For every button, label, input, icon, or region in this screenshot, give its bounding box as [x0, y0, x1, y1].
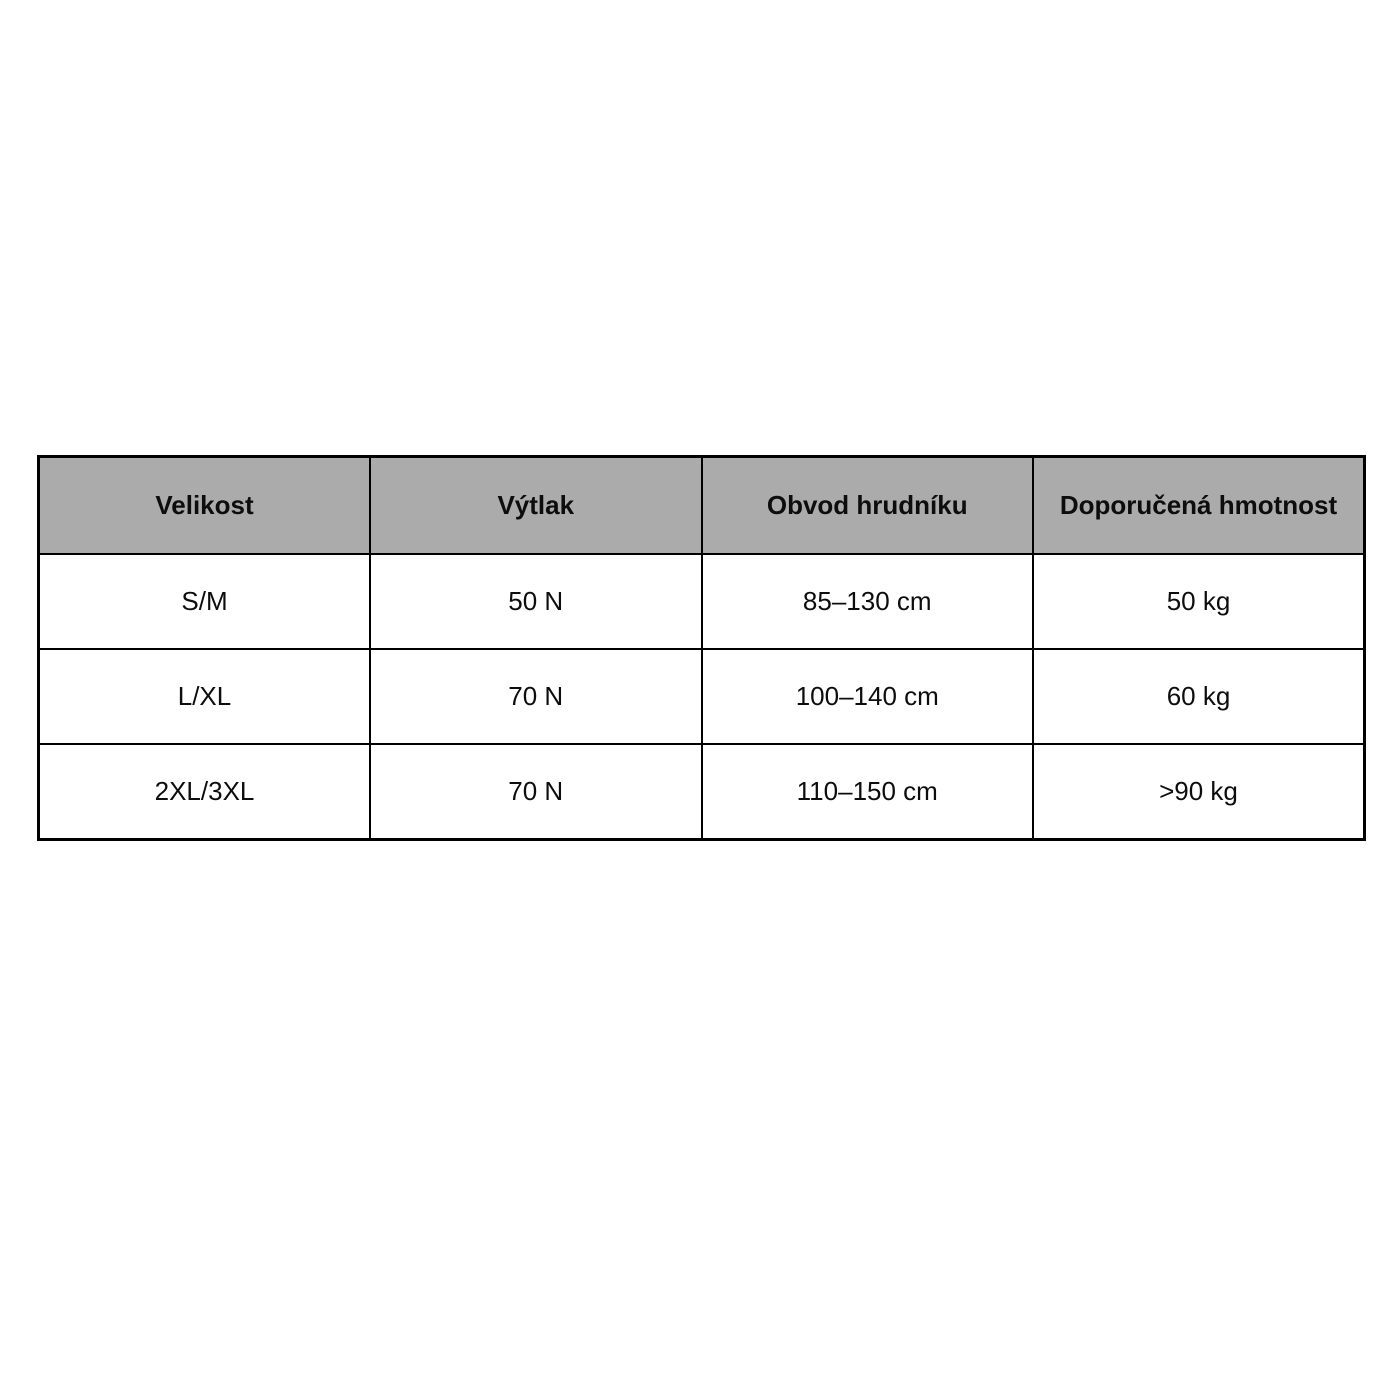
cell-chest: 110–150 cm	[700, 743, 1034, 841]
cell-weight: 60 kg	[1032, 648, 1366, 745]
cell-chest: 85–130 cm	[700, 553, 1034, 650]
header-cell-obvod-hrudniku: Obvod hrudníku	[700, 455, 1034, 555]
cell-chest: 100–140 cm	[700, 648, 1034, 745]
header-cell-doporucena-hmotnost: Doporučená hmotnost	[1032, 455, 1366, 555]
sizing-table-body: S/M 50 N 85–130 cm 50 kg L/XL 70 N 100–1…	[37, 553, 1366, 841]
cell-buoyancy: 70 N	[369, 743, 703, 841]
cell-size: S/M	[37, 553, 371, 650]
cell-size: L/XL	[37, 648, 371, 745]
cell-buoyancy: 50 N	[369, 553, 703, 650]
cell-buoyancy: 70 N	[369, 648, 703, 745]
table-row: 2XL/3XL 70 N 110–150 cm >90 kg	[37, 743, 1366, 841]
cell-weight: 50 kg	[1032, 553, 1366, 650]
cell-weight: >90 kg	[1032, 743, 1366, 841]
header-cell-vytlak: Výtlak	[369, 455, 703, 555]
sizing-table: Velikost Výtlak Obvod hrudníku Doporučen…	[37, 455, 1366, 841]
table-row: S/M 50 N 85–130 cm 50 kg	[37, 553, 1366, 650]
cell-size: 2XL/3XL	[37, 743, 371, 841]
sizing-table-header: Velikost Výtlak Obvod hrudníku Doporučen…	[37, 455, 1366, 555]
header-cell-velikost: Velikost	[37, 455, 371, 555]
table-row: L/XL 70 N 100–140 cm 60 kg	[37, 648, 1366, 745]
header-row: Velikost Výtlak Obvod hrudníku Doporučen…	[37, 455, 1366, 555]
